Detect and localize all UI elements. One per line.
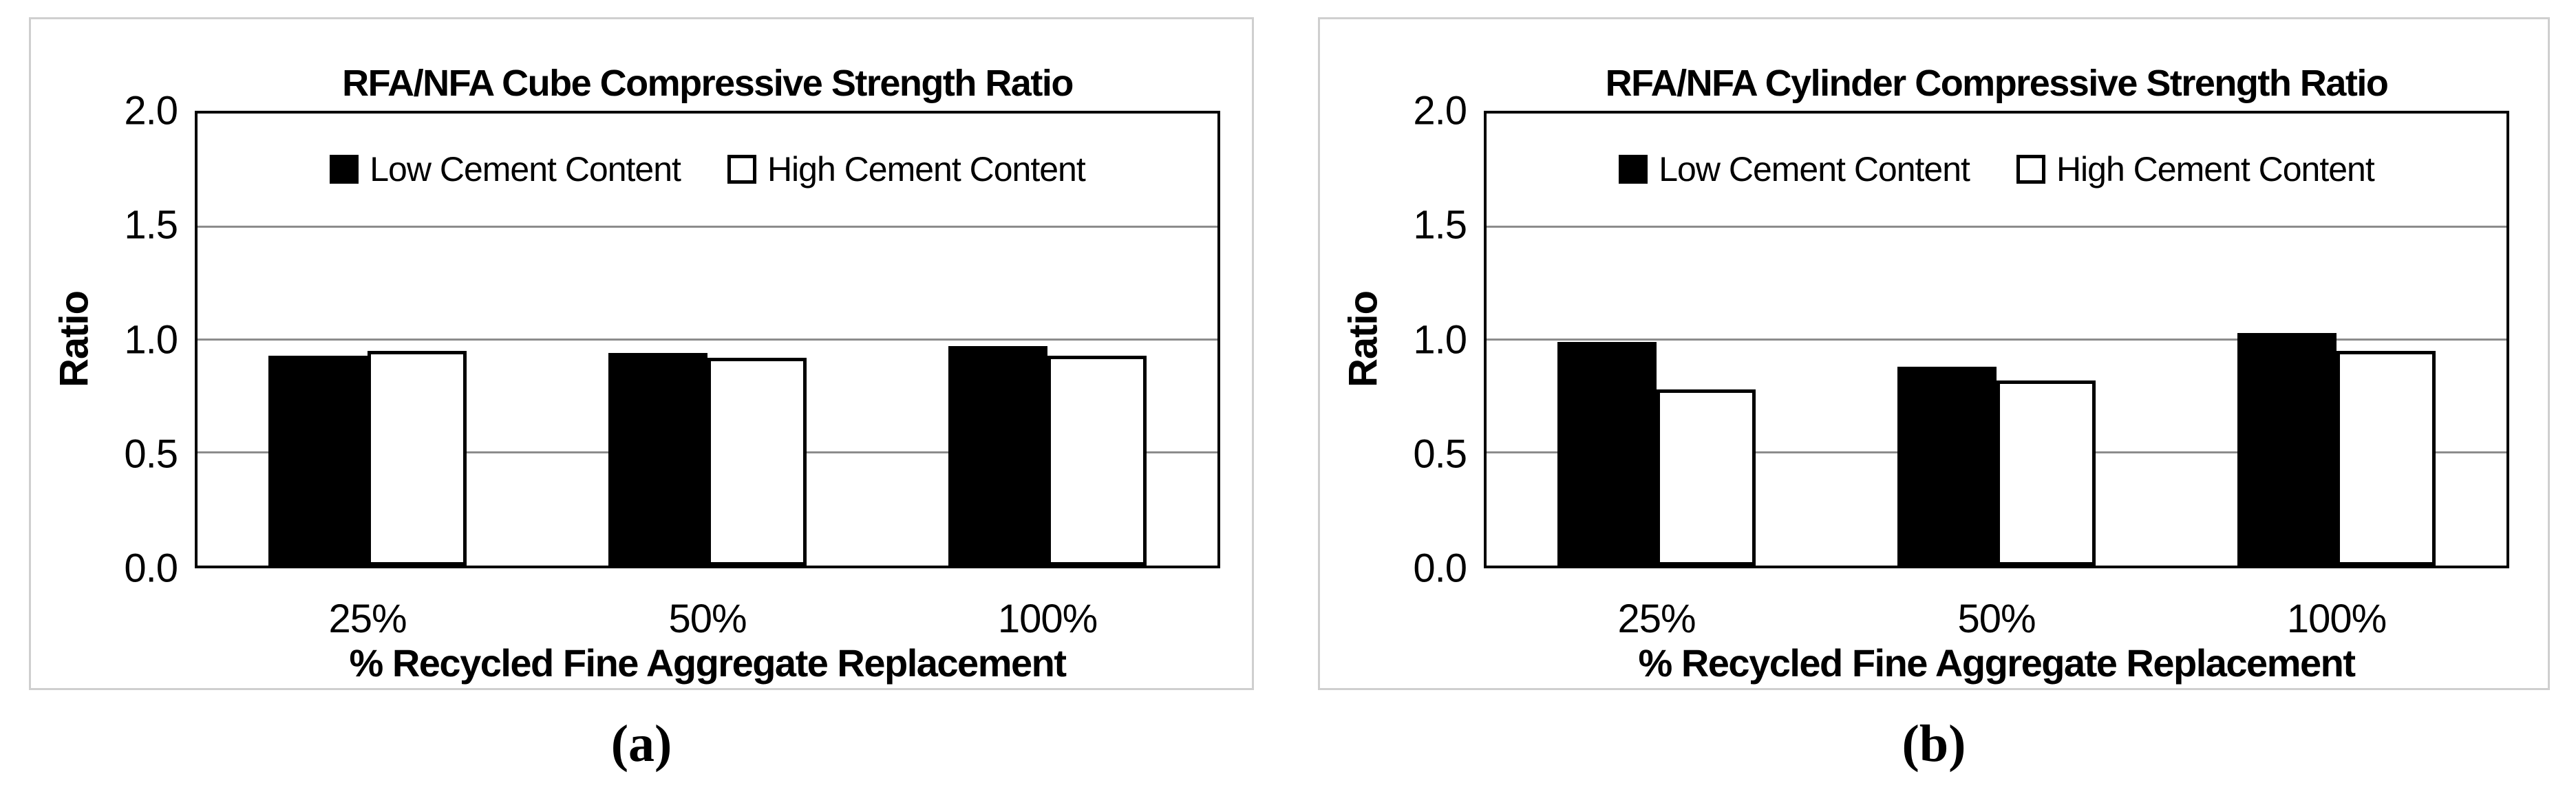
y-tick-label-2.0: 2.0 <box>124 88 178 133</box>
x-tick-label-50%: 50% <box>1957 597 2036 641</box>
y-tick-label-1.0: 1.0 <box>1413 317 1467 362</box>
legend-label-low-cement: Low Cement Content <box>370 150 681 189</box>
x-tick-label-25%: 25% <box>328 597 407 641</box>
bar-low-cement-100% <box>948 346 1047 566</box>
gridline-1.5 <box>198 225 1217 228</box>
y-tick-label-0.5: 0.5 <box>1413 431 1467 477</box>
legend-item-high-cement: High Cement Content <box>2016 149 2375 189</box>
legend-item-low-cement: Low Cement Content <box>330 149 681 189</box>
y-tick-label-0.0: 0.0 <box>124 546 178 591</box>
legend: Low Cement Content High Cement Content <box>1487 149 2506 189</box>
legend-swatch-low-cement-icon <box>1619 155 1648 184</box>
bar-low-cement-50% <box>608 353 707 566</box>
y-tick-label-2.0: 2.0 <box>1413 88 1467 133</box>
legend-label-high-cement: High Cement Content <box>767 150 1086 189</box>
bar-high-cement-50% <box>1997 380 2096 566</box>
chart-title: RFA/NFA Cube Compressive Strength Ratio <box>342 63 1074 104</box>
x-tick-label-100%: 100% <box>2286 597 2387 641</box>
plot-area: Low Cement Content High Cement Content <box>195 111 1220 568</box>
legend-swatch-high-cement-icon <box>2016 155 2045 184</box>
legend-swatch-low-cement-icon <box>330 155 359 184</box>
panel-a-cube-chart: RFA/NFA Cube Compressive Strength Ratio … <box>29 17 1254 690</box>
x-tick-label-25%: 25% <box>1617 597 1696 641</box>
bar-high-cement-50% <box>707 357 807 566</box>
bar-low-cement-100% <box>2237 332 2337 566</box>
x-axis-title: % Recycled Fine Aggregate Replacement <box>1638 641 2356 685</box>
legend: Low Cement Content High Cement Content <box>198 149 1217 189</box>
gridline-1.5 <box>1487 225 2506 228</box>
bar-high-cement-25% <box>1657 389 1756 566</box>
legend-label-low-cement: Low Cement Content <box>1659 150 1970 189</box>
chart-title: RFA/NFA Cylinder Compressive Strength Ra… <box>1605 63 2389 104</box>
y-tick-label-0.0: 0.0 <box>1413 546 1467 591</box>
legend-item-high-cement: High Cement Content <box>727 149 1086 189</box>
y-tick-label-1.5: 1.5 <box>1413 202 1467 248</box>
legend-label-high-cement: High Cement Content <box>2056 150 2375 189</box>
bar-low-cement-25% <box>1557 341 1657 566</box>
y-tick-label-1.5: 1.5 <box>124 202 178 248</box>
x-axis-title: % Recycled Fine Aggregate Replacement <box>349 641 1067 685</box>
gridline-1.0 <box>1487 339 2506 341</box>
panel-b-cylinder-chart: RFA/NFA Cylinder Compressive Strength Ra… <box>1318 17 2550 690</box>
bar-high-cement-100% <box>2337 350 2436 566</box>
y-tick-label-1.0: 1.0 <box>124 317 178 362</box>
bar-high-cement-25% <box>368 350 467 566</box>
panel-caption-a: (a) <box>610 715 672 773</box>
y-tick-label-0.5: 0.5 <box>124 431 178 477</box>
bar-low-cement-25% <box>268 355 368 566</box>
plot-area: Low Cement Content High Cement Content <box>1484 111 2509 568</box>
gridline-1.0 <box>198 339 1217 341</box>
bar-high-cement-100% <box>1047 355 1147 566</box>
bar-low-cement-50% <box>1897 366 1997 566</box>
legend-item-low-cement: Low Cement Content <box>1619 149 1970 189</box>
legend-swatch-high-cement-icon <box>727 155 756 184</box>
panel-caption-b: (b) <box>1902 715 1966 773</box>
x-tick-label-50%: 50% <box>668 597 747 641</box>
x-tick-label-100%: 100% <box>997 597 1098 641</box>
